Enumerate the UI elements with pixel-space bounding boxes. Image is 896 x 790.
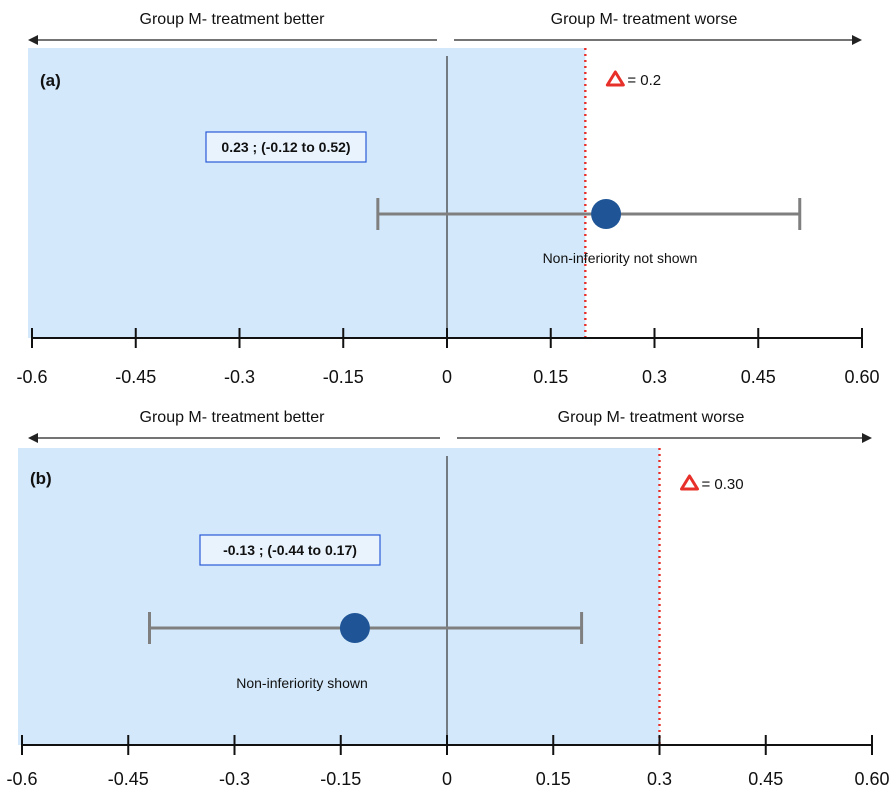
left-arrowhead-icon (28, 433, 38, 443)
panel-a: Group M- treatment better Group M- treatm… (16, 11, 879, 387)
delta-icon (605, 70, 625, 87)
x-tick-label: 0.45 (748, 769, 783, 789)
panel-label: (a) (40, 71, 61, 90)
panel-label: (b) (30, 469, 52, 488)
right-arrowhead-icon (862, 433, 872, 443)
x-tick-label: 0.15 (533, 367, 568, 387)
right-arrowhead-icon (852, 35, 862, 45)
x-tick-label: 0 (442, 367, 452, 387)
result-note: Non-inferiority shown (236, 675, 368, 691)
x-tick-label: 0 (442, 769, 452, 789)
point-estimate (591, 199, 622, 229)
x-tick-label: 0.60 (844, 367, 879, 387)
x-tick-label: -0.6 (16, 367, 47, 387)
x-tick-label: -0.6 (6, 769, 37, 789)
shaded-region (28, 48, 586, 338)
point-estimate (339, 613, 370, 643)
x-tick-label: -0.15 (320, 769, 361, 789)
direction-label-worse: Group M- treatment worse (558, 409, 745, 426)
panel-b: Group M- treatment better Group M- treatm… (6, 409, 889, 789)
margin-label: = 0.2 (627, 72, 661, 89)
x-tick-label: 0.3 (642, 367, 667, 387)
x-tick-label: -0.3 (219, 769, 250, 789)
estimate-box (205, 131, 367, 163)
x-tick-label: -0.3 (224, 367, 255, 387)
left-arrowhead-icon (28, 35, 38, 45)
direction-label-worse: Group M- treatment worse (551, 11, 738, 28)
shaded-region (18, 448, 660, 745)
x-tick-label: 0.3 (647, 769, 672, 789)
x-tick-label: 0.60 (854, 769, 889, 789)
direction-label-better: Group M- treatment better (140, 409, 326, 426)
estimate-text: -0.13 ; (-0.44 to 0.17) (223, 542, 357, 558)
estimate-box (199, 534, 381, 566)
x-tick-label: 0.15 (536, 769, 571, 789)
direction-label-better: Group M- treatment better (140, 11, 326, 28)
x-tick-label: -0.45 (108, 769, 149, 789)
delta-icon (680, 474, 699, 491)
margin-label: = 0.30 (702, 476, 744, 493)
x-tick-label: 0.45 (741, 367, 776, 387)
estimate-text: 0.23 ; (-0.12 to 0.52) (221, 139, 350, 155)
result-note: Non-inferiority not shown (543, 250, 698, 266)
x-tick-label: -0.45 (115, 367, 156, 387)
x-tick-label: -0.15 (323, 367, 364, 387)
